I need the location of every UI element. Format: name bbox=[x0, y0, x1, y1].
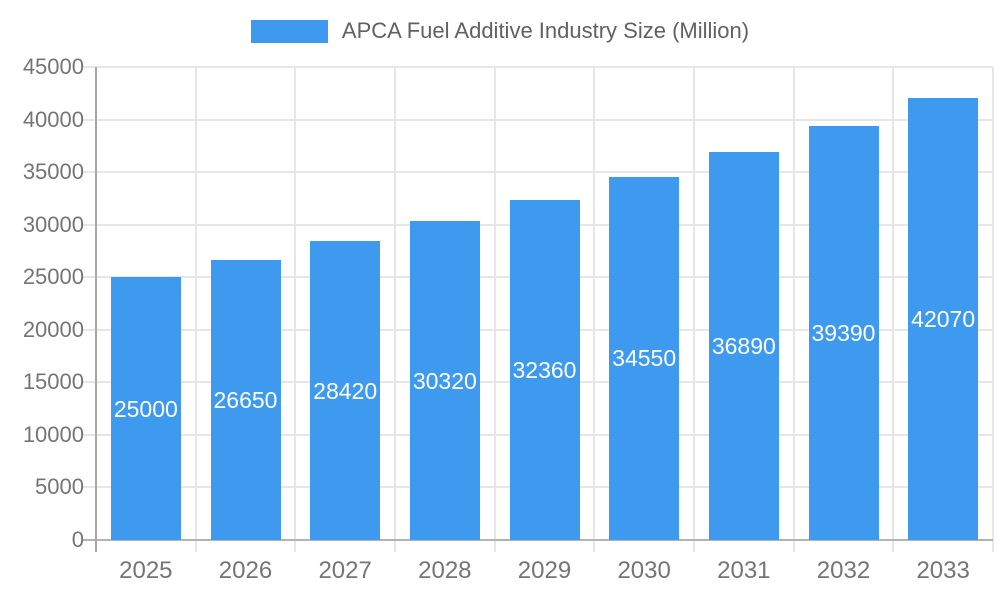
y-tick-label: 15000 bbox=[22, 369, 84, 395]
v-gridline bbox=[493, 67, 496, 552]
v-gridline bbox=[593, 67, 596, 552]
x-tick-label: 2030 bbox=[617, 557, 671, 584]
legend-swatch bbox=[250, 19, 328, 43]
h-gridline bbox=[82, 66, 993, 68]
x-tick-label: 2028 bbox=[418, 557, 472, 584]
x-tick-label: 2032 bbox=[816, 557, 871, 584]
x-tick-label: 2031 bbox=[717, 557, 771, 584]
y-tick-label: 20000 bbox=[22, 316, 84, 342]
x-tick-label: 2027 bbox=[318, 557, 372, 584]
y-tick-label: 30000 bbox=[22, 211, 84, 237]
x-tick-label: 2033 bbox=[916, 557, 970, 584]
y-axis-line bbox=[95, 67, 97, 552]
bar[interactable] bbox=[908, 97, 979, 540]
y-tick-label: 45000 bbox=[22, 54, 84, 79]
v-gridline bbox=[693, 67, 695, 552]
x-tick-label: 2029 bbox=[517, 557, 572, 584]
v-gridline bbox=[294, 67, 297, 552]
y-tick-label: 10000 bbox=[22, 421, 84, 447]
y-tick-label: 5000 bbox=[35, 474, 84, 500]
bar[interactable] bbox=[310, 241, 381, 540]
v-gridline bbox=[792, 67, 795, 552]
bar[interactable] bbox=[609, 176, 680, 540]
v-gridline bbox=[992, 67, 994, 552]
x-tick-label: 2026 bbox=[218, 557, 273, 584]
v-gridline bbox=[394, 67, 396, 552]
y-tick-label: 25000 bbox=[22, 264, 84, 290]
bar[interactable] bbox=[808, 125, 879, 540]
y-tick-label: 40000 bbox=[22, 106, 84, 132]
v-gridline bbox=[95, 67, 97, 552]
y-tick-label: 0 bbox=[71, 527, 84, 552]
chart-legend[interactable]: APCA Fuel Additive Industry Size (Millio… bbox=[0, 18, 1000, 44]
bar[interactable] bbox=[110, 277, 181, 540]
legend-label: APCA Fuel Additive Industry Size (Millio… bbox=[341, 18, 750, 43]
v-gridline bbox=[892, 67, 895, 552]
x-tick-label: 2025 bbox=[119, 557, 173, 584]
bar[interactable] bbox=[708, 152, 779, 540]
y-tick-label: 35000 bbox=[22, 159, 84, 185]
v-gridline bbox=[194, 67, 197, 552]
bar[interactable] bbox=[409, 221, 480, 540]
bar[interactable] bbox=[509, 199, 580, 540]
bar[interactable] bbox=[210, 259, 281, 540]
h-gridline bbox=[82, 118, 993, 121]
